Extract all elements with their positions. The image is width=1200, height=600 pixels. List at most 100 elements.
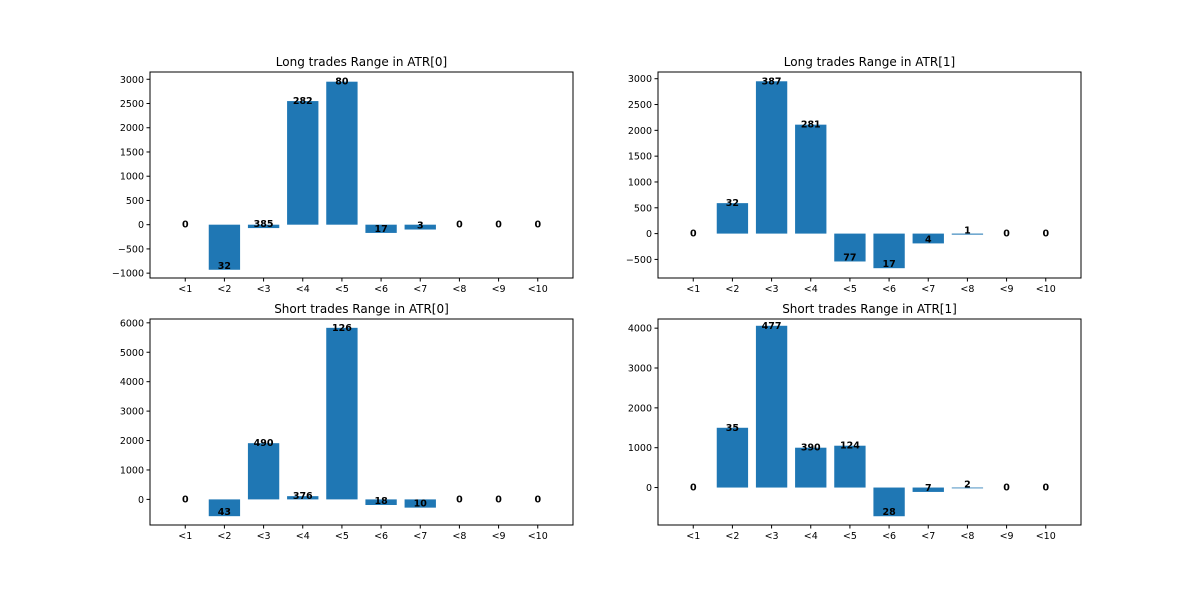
data-label: 126 [332, 323, 352, 334]
bar-lt7 [912, 487, 944, 492]
data-label: 3 [417, 221, 424, 232]
y-tick-label: 1000 [120, 465, 144, 476]
data-label: 17 [374, 224, 387, 235]
y-tick-label: −500 [626, 255, 652, 266]
data-label: 490 [254, 438, 274, 449]
bar-lt7 [404, 224, 436, 230]
bar-lt3 [247, 224, 280, 229]
bar-lt2 [208, 224, 241, 270]
data-label: 0 [182, 494, 189, 505]
data-label: 376 [293, 491, 313, 502]
plot-frame [149, 318, 574, 526]
data-label: 0 [690, 229, 697, 240]
bar-lt4 [795, 447, 827, 488]
y-tick-label: 2500 [628, 100, 652, 111]
data-label: 0 [1003, 483, 1010, 494]
x-tick-label: <4 [296, 531, 310, 542]
data-label: 17 [882, 259, 895, 270]
bar-lt2 [208, 499, 241, 517]
y-tick-label: 3000 [120, 407, 144, 418]
y-tick-label: 500 [634, 203, 652, 214]
data-label: 0 [1042, 229, 1049, 240]
x-tick-label: <7 [921, 284, 935, 295]
data-label: 0 [456, 220, 463, 231]
bar-lt5 [326, 81, 358, 225]
y-tick-label: 0 [138, 220, 144, 231]
y-tick-label: 3000 [628, 74, 652, 85]
x-tick-label: <1 [178, 284, 192, 295]
panel-long-atr1: Long trades Range in ATR[1] 0 32 387 281 77 1… [626, 55, 1082, 295]
x-tick-label: <9 [1000, 531, 1014, 542]
data-label: 4 [925, 234, 932, 245]
bar-lt7 [404, 499, 436, 508]
y-tick-label: 1000 [628, 177, 652, 188]
x-tick-label: <6 [374, 284, 388, 295]
data-label: 477 [762, 321, 782, 332]
data-label: 77 [843, 252, 856, 263]
x-tick-label: <6 [882, 531, 896, 542]
x-tick-label: <10 [1036, 531, 1056, 542]
panel-short-atr0: Short trades Range in ATR[0] 0 43 490 376 12… [120, 302, 574, 542]
bar-lt3 [247, 443, 280, 500]
y-tick-label: 2500 [120, 99, 144, 110]
x-tick-label: <3 [765, 531, 779, 542]
y-tick-label: 6000 [120, 318, 144, 329]
data-label: 0 [456, 494, 463, 505]
bar-lt6 [365, 499, 397, 505]
data-label: 0 [495, 220, 502, 231]
x-tick-label: <10 [528, 531, 548, 542]
x-tick-label: <2 [217, 531, 231, 542]
chart-title: Short trades Range in ATR[1] [782, 302, 957, 316]
panel-long-atr0: Long trades Range in ATR[0] 0 32 385 282 80 1… [112, 55, 574, 295]
x-tick-label: <2 [725, 284, 739, 295]
data-label: 1 [964, 226, 971, 237]
chart-title: Short trades Range in ATR[0] [274, 302, 449, 316]
x-tick-label: <5 [843, 284, 857, 295]
x-tick-label: <2 [217, 284, 231, 295]
x-tick-label: <10 [528, 284, 548, 295]
data-label: 10 [414, 499, 428, 510]
plot-frame [149, 71, 574, 279]
data-label: 0 [534, 494, 541, 505]
bar-lt4 [795, 124, 827, 234]
x-tick-label: <4 [804, 284, 818, 295]
y-tick-label: −500 [118, 244, 144, 255]
x-tick-label: <9 [492, 531, 506, 542]
chart-title: Long trades Range in ATR[0] [276, 55, 447, 69]
bar-lt5 [834, 445, 866, 488]
x-tick-label: <9 [1000, 284, 1014, 295]
data-label: 124 [840, 441, 860, 452]
data-label: 0 [182, 220, 189, 231]
x-tick-label: <1 [686, 284, 700, 295]
x-tick-label: <2 [725, 531, 739, 542]
bar-lt4 [287, 101, 319, 225]
x-tick-label: <9 [492, 284, 506, 295]
y-tick-label: 3000 [628, 364, 652, 375]
data-label: 0 [495, 494, 502, 505]
data-label: 0 [1042, 483, 1049, 494]
bar-lt8 [951, 233, 984, 235]
data-label: 385 [254, 219, 274, 230]
data-label: 0 [534, 220, 541, 231]
x-tick-label: <4 [296, 284, 310, 295]
x-tick-label: <1 [686, 531, 700, 542]
x-tick-label: <1 [178, 531, 192, 542]
data-label: 387 [762, 76, 782, 87]
chart-title: Long trades Range in ATR[1] [784, 55, 955, 69]
y-tick-label: 1000 [628, 443, 652, 454]
y-tick-label: 4000 [628, 324, 652, 335]
data-label: 0 [690, 483, 697, 494]
x-tick-label: <7 [413, 531, 427, 542]
panel-short-atr1: Short trades Range in ATR[1] 0 35 477 390 12… [628, 302, 1082, 542]
y-tick-label: 0 [646, 483, 652, 494]
y-tick-label: 500 [126, 196, 144, 207]
bar-lt5 [834, 233, 866, 262]
y-tick-label: 1500 [120, 147, 144, 158]
x-tick-label: <6 [374, 531, 388, 542]
x-tick-label: <10 [1036, 284, 1056, 295]
data-label: 7 [925, 483, 932, 494]
x-tick-label: <7 [921, 531, 935, 542]
bar-lt3 [755, 81, 788, 234]
bar-lt6 [873, 233, 905, 269]
data-label: 43 [218, 507, 231, 518]
